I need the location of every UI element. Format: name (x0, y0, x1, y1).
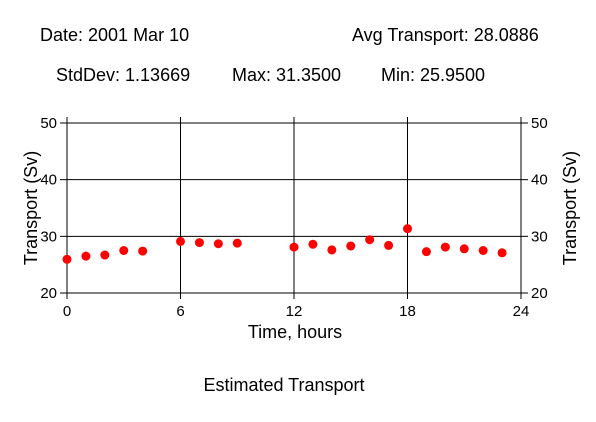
data-point (308, 239, 318, 249)
data-point (119, 246, 129, 255)
data-point (365, 235, 375, 245)
x-axis-title: Time, hours (248, 322, 342, 342)
data-point (384, 240, 394, 250)
data-point (327, 245, 337, 255)
min-label: Min: 25.9500 (381, 65, 486, 85)
max-label: Max: 31.3500 (232, 65, 342, 85)
data-point (232, 238, 242, 248)
y-tick-label-right: 30 (531, 228, 548, 245)
data-point (213, 239, 223, 249)
y-tick-label-left: 40 (40, 172, 57, 189)
data-point (138, 246, 148, 256)
x-tick-label: 24 (513, 303, 530, 320)
y-tick-label-left: 50 (40, 115, 57, 132)
y-tick-label-right: 50 (531, 115, 548, 132)
data-point (403, 224, 412, 234)
grid (67, 123, 521, 293)
data-point (478, 246, 488, 255)
data-point (81, 251, 91, 261)
x-tick-label: 0 (63, 303, 71, 320)
y-tick-label-right: 20 (531, 285, 548, 302)
y-axis-title-left: Transport (Sv) (21, 151, 41, 265)
data-point (176, 236, 185, 246)
data-point (440, 242, 450, 252)
x-tick-label: 12 (286, 303, 303, 320)
stddev-label: StdDev: 1.13669 (56, 65, 191, 85)
y-tick-label-left: 20 (40, 285, 57, 302)
data-point (62, 254, 72, 264)
avg-transport-label: Avg Transport: 28.0886 (352, 25, 539, 45)
y-tick-label-right: 40 (531, 172, 548, 189)
x-tick-label: 6 (176, 303, 184, 320)
ticks (60, 117, 528, 299)
date-label: Date: 2001 Mar 10 (40, 25, 190, 45)
x-tick-label: 18 (399, 303, 416, 320)
data-point (194, 238, 204, 248)
y-axis-title-right: Transport (Sv) (560, 151, 580, 265)
data-point (459, 244, 469, 254)
chart-caption: Estimated Transport (203, 375, 365, 395)
data-point (289, 242, 299, 252)
data-point (346, 241, 356, 251)
data-point (100, 250, 110, 260)
data-points (62, 224, 507, 264)
y-tick-label-left: 30 (40, 228, 57, 245)
data-point (497, 248, 507, 258)
data-point (421, 247, 431, 257)
